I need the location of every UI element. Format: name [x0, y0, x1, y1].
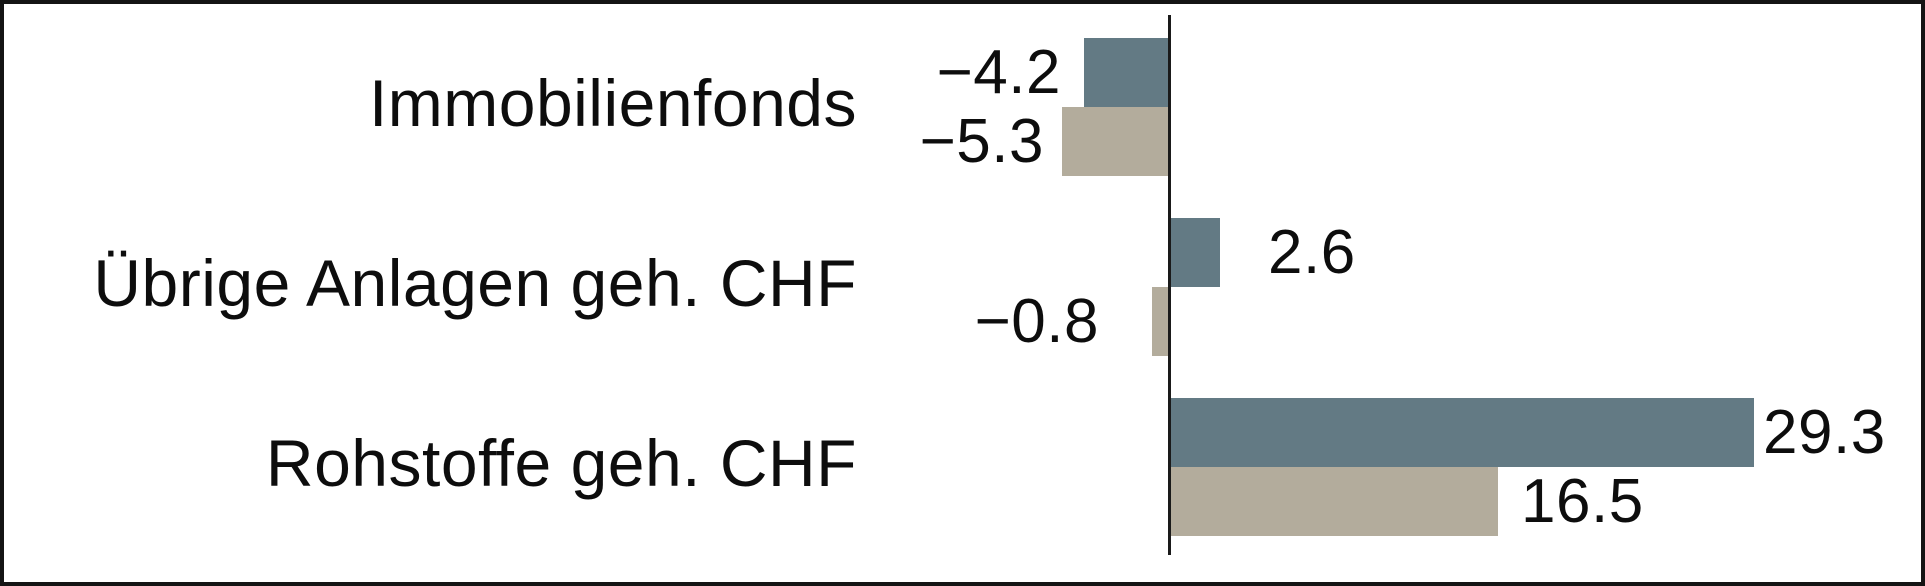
category-label: Übrige Anlagen geh. CHF [93, 246, 857, 320]
bar-series2-2 [1152, 287, 1168, 356]
category-label: Immobilienfonds [368, 66, 857, 140]
value-label: −0.8 [974, 287, 1099, 356]
bar-series1-3 [1168, 398, 1754, 467]
bar-series2-1 [1062, 107, 1168, 176]
value-label: −5.3 [919, 107, 1044, 176]
bar-series1-2 [1168, 218, 1220, 287]
value-axis-line [1168, 15, 1171, 555]
bar-series1-1 [1084, 38, 1168, 107]
value-label: 29.3 [1763, 398, 1886, 467]
bar-series2-3 [1168, 467, 1498, 536]
category-label: Rohstoffe geh. CHF [265, 426, 857, 500]
value-label: 2.6 [1268, 218, 1356, 287]
value-label: −4.2 [936, 38, 1061, 107]
value-label: 16.5 [1521, 467, 1644, 536]
